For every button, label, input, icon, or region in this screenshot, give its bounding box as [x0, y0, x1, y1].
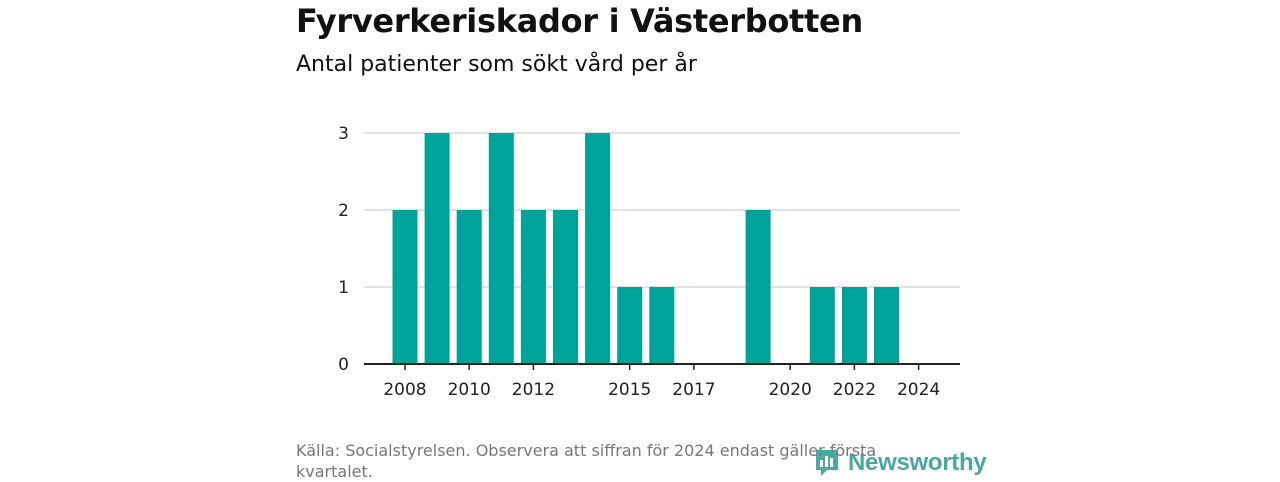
bar-2023 [874, 287, 899, 364]
newsworthy-logo: Newsworthy [814, 448, 987, 478]
bar-2009 [424, 133, 450, 364]
bar-2010 [456, 210, 482, 364]
chart-title: Fyrverkeriskador i Västerbotten [296, 2, 863, 40]
bars [392, 133, 899, 364]
y-tick-label: 1 [338, 278, 349, 298]
bar-2008 [392, 210, 418, 364]
y-tick-label: 3 [338, 124, 349, 144]
x-tick-label: 2010 [448, 380, 491, 400]
bar-2016 [649, 287, 675, 364]
bar-2015 [617, 287, 643, 364]
x-tick-label: 2012 [512, 380, 555, 400]
x-tick-label: 2022 [833, 380, 876, 400]
bar-2012 [520, 210, 546, 364]
x-axis-ticks: 2008 2010 2012 2015 2017 2020 2022 2024 [383, 364, 940, 400]
bar-2022 [841, 287, 867, 364]
chart-subtitle: Antal patienter som sökt vård per år [296, 52, 697, 77]
chart-bubble-icon [816, 450, 838, 476]
source-note: Källa: Socialstyrelsen. Observera att si… [296, 441, 877, 481]
gridlines [364, 132, 960, 288]
logo-text: Newsworthy [848, 449, 987, 476]
x-tick-label: 2020 [769, 380, 812, 400]
bar-2014 [585, 133, 611, 364]
bar-2019 [745, 210, 771, 364]
y-tick-label: 0 [338, 355, 349, 375]
bar-2011 [488, 133, 514, 364]
bar-2021 [809, 287, 835, 364]
y-axis-ticks: 0 1 2 3 [338, 124, 349, 375]
bar-chart: 0 1 2 3 2008 2010 2012 2015 2017 2020 2022 2024 [338, 124, 960, 400]
bar-2013 [553, 210, 578, 364]
y-tick-label: 2 [338, 201, 349, 221]
x-tick-label: 2008 [383, 380, 426, 400]
x-tick-label: 2015 [608, 380, 651, 400]
x-tick-label: 2017 [672, 380, 715, 400]
x-tick-label: 2024 [897, 380, 940, 400]
